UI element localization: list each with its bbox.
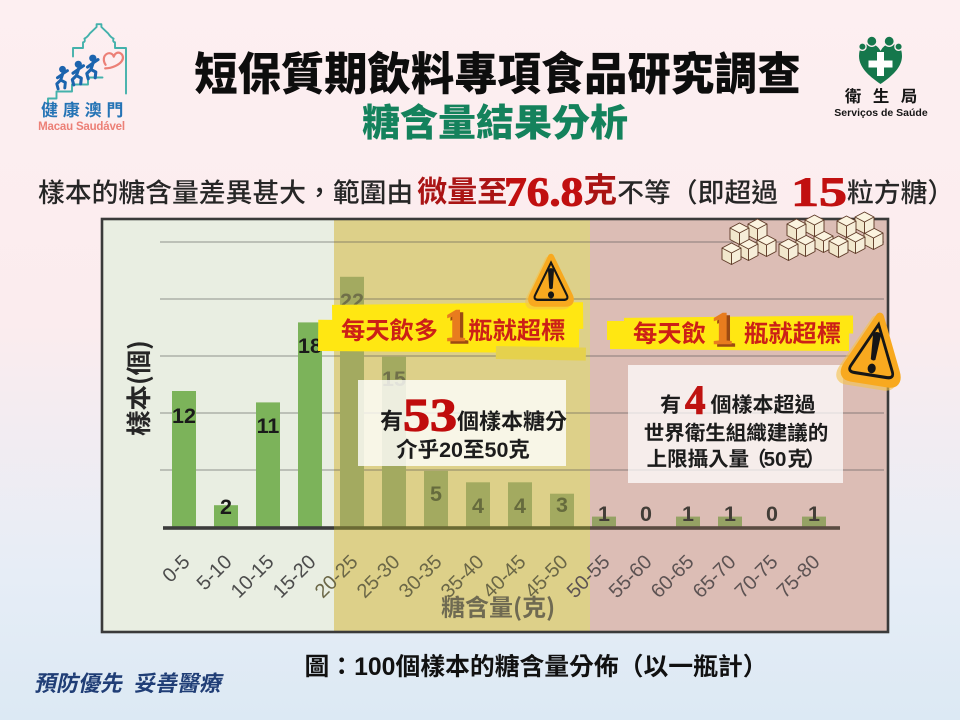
- svg-text:1: 1: [444, 301, 467, 351]
- svg-text:12: 12: [172, 404, 196, 428]
- svg-text:50: 50: [485, 438, 509, 462]
- svg-text:18: 18: [298, 334, 322, 358]
- svg-text:5: 5: [430, 482, 442, 506]
- svg-text:1: 1: [448, 303, 471, 353]
- svg-text:1: 1: [711, 304, 734, 354]
- svg-text:1: 1: [598, 502, 610, 526]
- svg-text:11: 11: [257, 414, 280, 438]
- svg-text:100: 100: [354, 654, 395, 681]
- svg-text:2: 2: [220, 495, 232, 519]
- svg-text:0: 0: [766, 502, 778, 526]
- svg-text:4: 4: [685, 377, 706, 423]
- svg-text:0: 0: [640, 502, 652, 526]
- svg-text:53: 53: [403, 390, 457, 442]
- svg-text:Macau Saudável: Macau Saudável: [38, 121, 125, 133]
- svg-text:Serviços de Saúde: Serviços de Saúde: [834, 107, 928, 119]
- svg-text:1: 1: [682, 502, 694, 526]
- svg-text:4: 4: [514, 494, 526, 518]
- svg-text:4: 4: [472, 494, 484, 518]
- svg-text:50: 50: [764, 448, 787, 471]
- svg-text:1: 1: [724, 502, 736, 526]
- svg-text:1: 1: [808, 502, 820, 526]
- svg-text:3: 3: [556, 493, 568, 517]
- svg-text:1: 1: [714, 306, 737, 356]
- svg-text:20: 20: [439, 438, 463, 462]
- svg-text:15: 15: [791, 169, 847, 215]
- svg-text:76.8: 76.8: [504, 169, 583, 215]
